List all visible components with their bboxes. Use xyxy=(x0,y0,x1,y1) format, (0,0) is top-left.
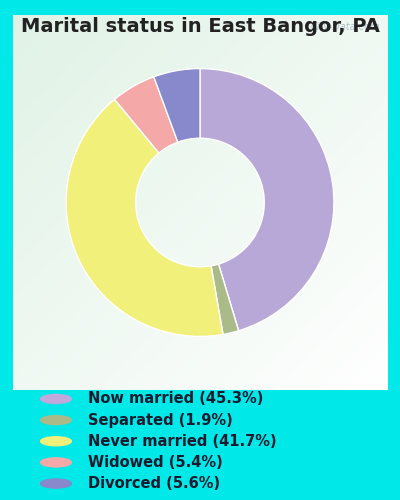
Text: Divorced (5.6%): Divorced (5.6%) xyxy=(88,476,220,491)
Text: Separated (1.9%): Separated (1.9%) xyxy=(88,412,233,428)
Circle shape xyxy=(41,416,72,424)
Text: City-Data.com: City-Data.com xyxy=(310,22,380,32)
Text: Never married (41.7%): Never married (41.7%) xyxy=(88,434,277,449)
Circle shape xyxy=(41,436,72,446)
Circle shape xyxy=(41,458,72,467)
Wedge shape xyxy=(114,77,178,153)
Wedge shape xyxy=(66,100,223,336)
Wedge shape xyxy=(200,68,334,330)
Wedge shape xyxy=(154,68,200,142)
Text: Now married (45.3%): Now married (45.3%) xyxy=(88,392,263,406)
Text: Widowed (5.4%): Widowed (5.4%) xyxy=(88,455,223,470)
Wedge shape xyxy=(211,264,239,334)
Circle shape xyxy=(41,394,72,404)
Text: Marital status in East Bangor, PA: Marital status in East Bangor, PA xyxy=(20,18,380,36)
Circle shape xyxy=(41,479,72,488)
